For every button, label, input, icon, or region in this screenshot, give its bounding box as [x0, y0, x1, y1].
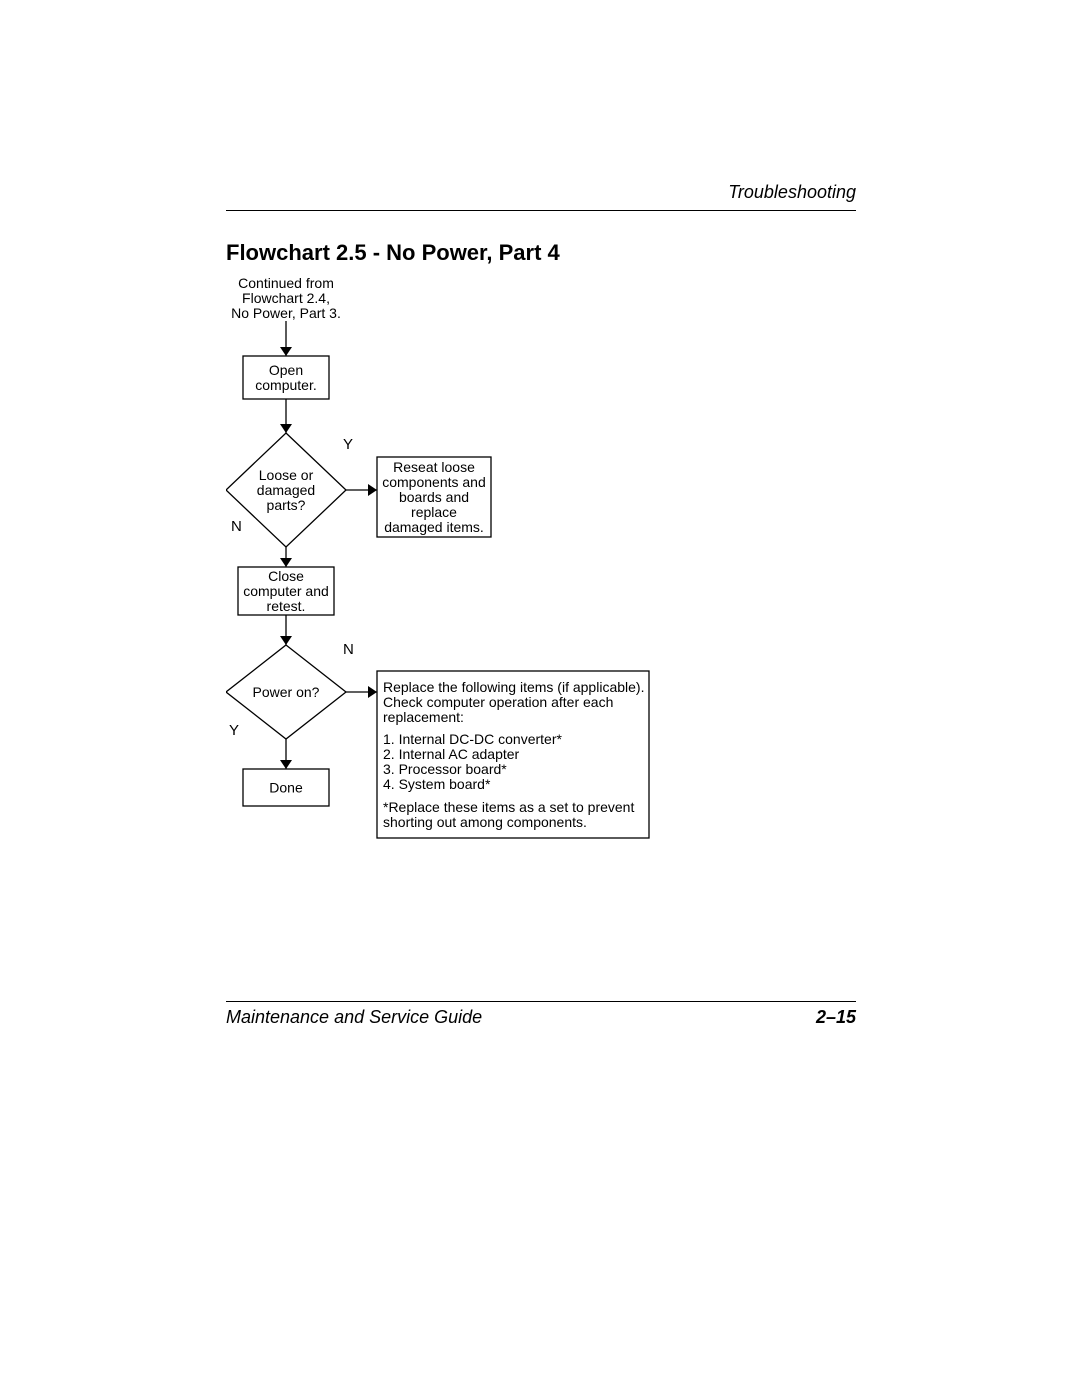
svg-text:Close: Close — [268, 568, 304, 584]
svg-text:damaged items.: damaged items. — [384, 519, 484, 535]
node-replace: Replace the following items (if applicab… — [377, 671, 649, 838]
svg-text:Open: Open — [269, 362, 303, 378]
svg-text:No Power, Part 3.: No Power, Part 3. — [231, 305, 341, 321]
svg-text:components and: components and — [382, 474, 486, 490]
edge-label: Y — [343, 436, 353, 453]
svg-text:1. Internal DC-DC converter*: 1. Internal DC-DC converter* — [383, 731, 563, 747]
svg-text:Loose or: Loose or — [259, 467, 314, 483]
node-reseat: Reseat loosecomponents andboards andrepl… — [377, 457, 491, 537]
svg-text:Done: Done — [269, 779, 303, 795]
node-close: Closecomputer andretest. — [238, 567, 334, 615]
svg-text:Check computer operation after: Check computer operation after each — [383, 694, 613, 710]
header-section-name: Troubleshooting — [0, 182, 856, 203]
svg-text:Continued from: Continued from — [238, 275, 334, 291]
flowchart-title: Flowchart 2.5 - No Power, Part 4 — [226, 240, 560, 266]
node-open: Opencomputer. — [243, 356, 329, 399]
svg-text:replace: replace — [411, 504, 457, 520]
svg-text:Flowchart 2.4,: Flowchart 2.4, — [242, 290, 330, 306]
node-done: Done — [243, 769, 329, 806]
svg-text:parts?: parts? — [267, 497, 306, 513]
svg-text:damaged: damaged — [257, 482, 315, 498]
svg-text:computer.: computer. — [255, 377, 316, 393]
svg-text:2. Internal AC adapter: 2. Internal AC adapter — [383, 746, 520, 762]
svg-text:shorting out among components.: shorting out among components. — [383, 814, 587, 830]
edge-label: N — [231, 518, 242, 535]
svg-text:replacement:: replacement: — [383, 709, 464, 725]
flowchart-svg: Continued fromFlowchart 2.4,No Power, Pa… — [226, 274, 659, 848]
svg-text:Reseat loose: Reseat loose — [393, 459, 475, 475]
svg-text:boards and: boards and — [399, 489, 469, 505]
node-loose: Loose ordamagedparts? — [226, 433, 346, 547]
footer-page-number: 2–15 — [0, 1007, 856, 1028]
svg-text:3. Processor board*: 3. Processor board* — [383, 761, 507, 777]
header-rule — [226, 210, 856, 211]
svg-text:*Replace these items as a set: *Replace these items as a set to prevent — [383, 799, 634, 815]
svg-text:4. System board*: 4. System board* — [383, 776, 491, 792]
svg-text:Power on?: Power on? — [253, 684, 320, 700]
flowchart: Continued fromFlowchart 2.4,No Power, Pa… — [226, 274, 659, 853]
page: Troubleshooting Flowchart 2.5 - No Power… — [0, 0, 1080, 1397]
svg-text:computer and: computer and — [243, 583, 329, 599]
edge-label: N — [343, 641, 354, 658]
svg-text:Replace the following items (i: Replace the following items (if applicab… — [383, 679, 644, 695]
edge-label: Y — [229, 722, 239, 739]
svg-text:retest.: retest. — [267, 598, 306, 614]
footer-rule — [226, 1001, 856, 1002]
node-power: Power on? — [226, 645, 346, 739]
node-start: Continued fromFlowchart 2.4,No Power, Pa… — [231, 275, 341, 321]
